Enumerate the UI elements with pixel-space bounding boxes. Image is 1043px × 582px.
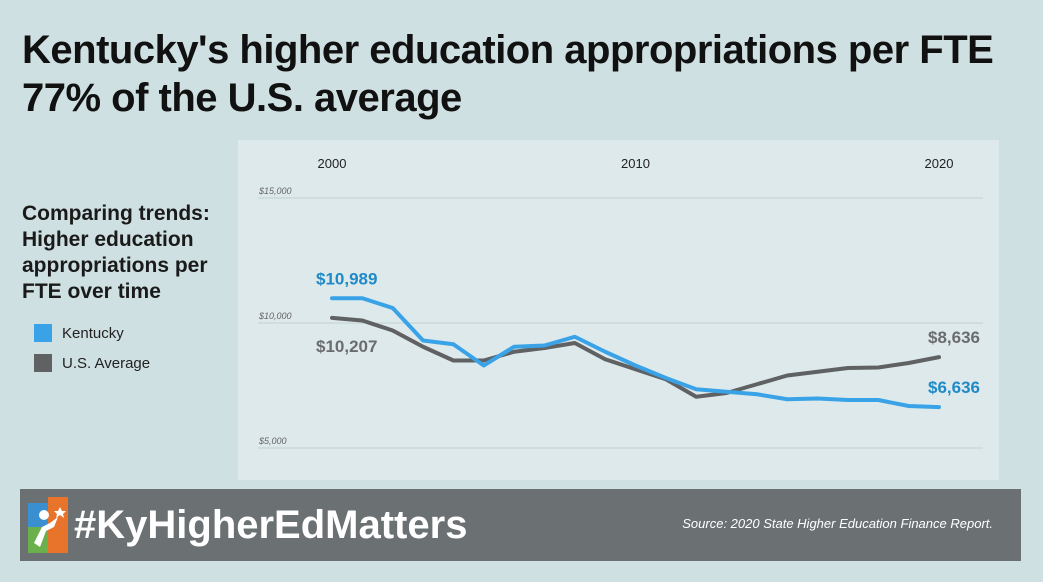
kentucky-logo-icon	[28, 497, 68, 553]
data-label-us-average-start: $10,207	[316, 337, 377, 356]
legend: Kentucky U.S. Average	[34, 318, 150, 378]
chart-title: Kentucky's higher education appropriatio…	[22, 26, 1022, 122]
line-chart: $15,000 $10,000 $5,000 2000 2010 2020 $10,989 $…	[258, 156, 983, 449]
series-line-us-average	[330, 315, 941, 399]
chart-panel: $15,000 $10,000 $5,000 2000 2010 2020 $10,989 $…	[238, 140, 999, 480]
chart-title-line-2: 77% of the U.S. average	[22, 76, 462, 120]
data-label-us-average-end: $8,636	[928, 328, 980, 347]
y-tick-label: $5,000	[258, 436, 287, 446]
footer-bar: #KyHigherEdMatters Source: 2020 State Hi…	[20, 489, 1021, 561]
x-tick-label: 2010	[621, 156, 650, 171]
source-note: Source: 2020 State Higher Education Fina…	[682, 516, 993, 531]
series-line-kentucky	[330, 296, 941, 410]
legend-swatch-us-average	[34, 354, 52, 372]
legend-item-kentucky: Kentucky	[34, 318, 150, 348]
x-tick-label: 2000	[318, 156, 347, 171]
x-tick-label: 2020	[925, 156, 954, 171]
data-label-kentucky-end: $6,636	[928, 378, 980, 397]
legend-label-us-average: U.S. Average	[62, 354, 151, 372]
legend-item-us-average: U.S. Average	[34, 348, 150, 378]
legend-label-kentucky: Kentucky	[62, 324, 124, 342]
side-heading: Comparing trends: Higher education appro…	[22, 202, 210, 303]
hashtag-text: #KyHigherEdMatters	[74, 503, 468, 547]
y-tick-label: $10,000	[258, 311, 292, 321]
chart-title-line-1: Kentucky's higher education appropriatio…	[22, 28, 994, 72]
y-tick-label: $15,000	[258, 186, 292, 196]
data-label-kentucky-start: $10,989	[316, 269, 377, 288]
legend-swatch-kentucky	[34, 324, 52, 342]
